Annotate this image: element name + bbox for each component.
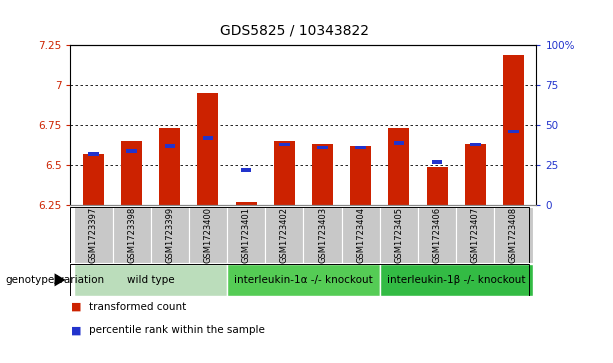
Text: GDS5825 / 10343822: GDS5825 / 10343822 — [219, 24, 369, 38]
Text: ■: ■ — [70, 302, 81, 312]
Text: wild type: wild type — [127, 275, 175, 285]
Text: GSM1723397: GSM1723397 — [89, 207, 98, 263]
Bar — [456, 207, 494, 263]
Bar — [241, 168, 251, 172]
Bar — [318, 146, 328, 149]
Bar — [203, 136, 213, 140]
Bar — [279, 143, 289, 146]
Bar — [74, 207, 113, 263]
Text: GSM1723403: GSM1723403 — [318, 207, 327, 263]
Text: genotype/variation: genotype/variation — [5, 275, 104, 285]
Bar — [427, 167, 447, 205]
Text: GSM1723405: GSM1723405 — [394, 207, 403, 263]
Text: GSM1723402: GSM1723402 — [280, 207, 289, 263]
Bar — [418, 207, 456, 263]
Polygon shape — [55, 273, 66, 286]
Text: GSM1723398: GSM1723398 — [127, 207, 136, 263]
Text: ■: ■ — [70, 325, 81, 335]
Bar — [227, 207, 265, 263]
Bar — [341, 207, 380, 263]
Bar — [380, 207, 418, 263]
Text: GSM1723404: GSM1723404 — [356, 207, 365, 263]
Bar — [350, 146, 371, 205]
Text: percentile rank within the sample: percentile rank within the sample — [89, 325, 265, 335]
Bar — [465, 144, 485, 205]
Text: GSM1723400: GSM1723400 — [204, 207, 213, 263]
Bar — [356, 146, 366, 149]
Bar — [380, 264, 533, 296]
Bar — [470, 143, 481, 146]
Text: interleukin-1β -/- knockout: interleukin-1β -/- knockout — [387, 275, 525, 285]
Bar — [303, 207, 341, 263]
Bar — [508, 130, 519, 133]
Bar — [88, 152, 99, 156]
Bar — [394, 141, 404, 144]
Bar — [503, 55, 524, 205]
Bar — [494, 207, 533, 263]
Bar — [312, 144, 333, 205]
Text: GSM1723408: GSM1723408 — [509, 207, 518, 263]
Bar — [113, 207, 151, 263]
Bar — [432, 160, 443, 164]
Text: transformed count: transformed count — [89, 302, 186, 312]
Bar — [83, 154, 104, 205]
Text: GSM1723406: GSM1723406 — [433, 207, 441, 263]
Text: GSM1723399: GSM1723399 — [166, 207, 174, 263]
Bar — [197, 93, 218, 205]
Bar — [121, 141, 142, 205]
Bar — [151, 207, 189, 263]
Text: GSM1723401: GSM1723401 — [242, 207, 251, 263]
Text: GSM1723407: GSM1723407 — [471, 207, 480, 263]
Bar — [265, 207, 303, 263]
Bar — [159, 129, 180, 205]
Text: interleukin-1α -/- knockout: interleukin-1α -/- knockout — [234, 275, 373, 285]
Bar — [235, 202, 257, 205]
Bar — [126, 149, 137, 152]
Bar — [389, 129, 409, 205]
Bar — [189, 207, 227, 263]
Bar — [74, 264, 227, 296]
Bar — [164, 144, 175, 148]
Bar — [227, 264, 380, 296]
Bar — [274, 141, 295, 205]
